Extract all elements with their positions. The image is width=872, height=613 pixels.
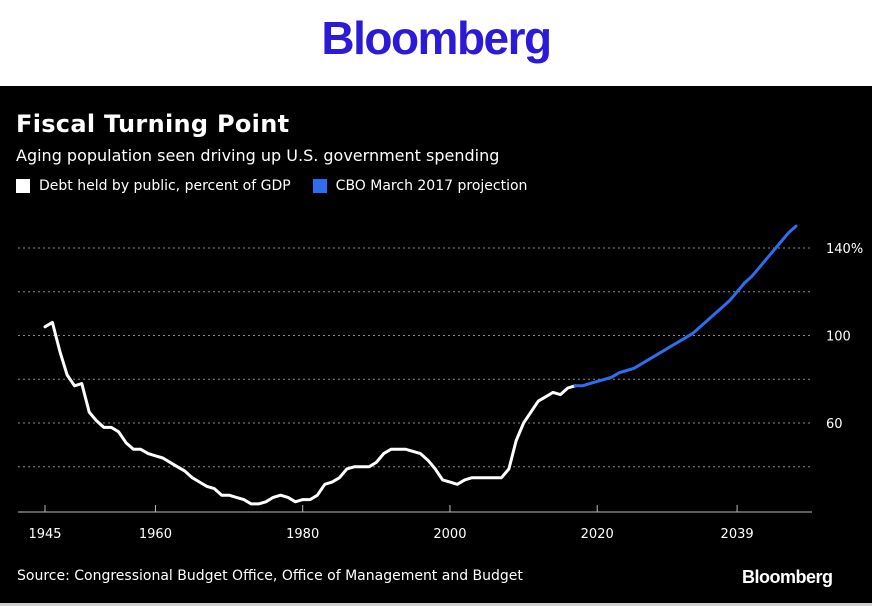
gridlines bbox=[18, 247, 812, 468]
bottom-divider bbox=[0, 603, 872, 606]
series-debt-line bbox=[43, 320, 577, 506]
x-axis bbox=[18, 505, 812, 513]
legend-label-projection: CBO March 2017 projection bbox=[335, 178, 528, 194]
y-tick-label-60: 60 bbox=[826, 417, 843, 432]
x-tick-label-2039: 2039 bbox=[721, 527, 754, 542]
x-tick-label-2000: 2000 bbox=[433, 527, 466, 542]
legend-swatch-debt bbox=[16, 179, 30, 193]
x-tick-label-1960: 1960 bbox=[139, 527, 172, 542]
y-tick-label-140: 140% bbox=[826, 242, 863, 257]
legend-swatch-projection bbox=[312, 179, 327, 193]
bloomberg-logo-bottom: Bloomberg bbox=[742, 567, 833, 587]
x-tick-label-1945: 1945 bbox=[28, 527, 61, 542]
chart-title: Fiscal Turning Point bbox=[16, 110, 290, 138]
series-projection-line bbox=[573, 224, 798, 388]
y-tick-label-100: 100 bbox=[826, 330, 851, 345]
tick-labels: 1945 1960 1980 2000 2020 2039 140% 100 60 bbox=[28, 242, 863, 542]
chart-panel: Fiscal Turning Point Aging population se… bbox=[0, 86, 872, 603]
series-lines bbox=[43, 224, 798, 506]
legend-label-debt: Debt held by public, percent of GDP bbox=[39, 178, 291, 194]
legend-item-projection: CBO March 2017 projection bbox=[312, 178, 528, 194]
legend: Debt held by public, percent of GDP CBO … bbox=[16, 178, 549, 194]
source-note: Source: Congressional Budget Office, Off… bbox=[17, 568, 523, 584]
legend-item-debt: Debt held by public, percent of GDP bbox=[16, 178, 291, 194]
x-tick-label-1980: 1980 bbox=[286, 527, 319, 542]
chart-subtitle: Aging population seen driving up U.S. go… bbox=[16, 146, 500, 165]
line-chart: 1945 1960 1980 2000 2020 2039 140% 100 60 bbox=[18, 224, 863, 542]
x-tick-label-2020: 2020 bbox=[581, 527, 614, 542]
bloomberg-logo-top: Bloomberg bbox=[321, 12, 552, 64]
